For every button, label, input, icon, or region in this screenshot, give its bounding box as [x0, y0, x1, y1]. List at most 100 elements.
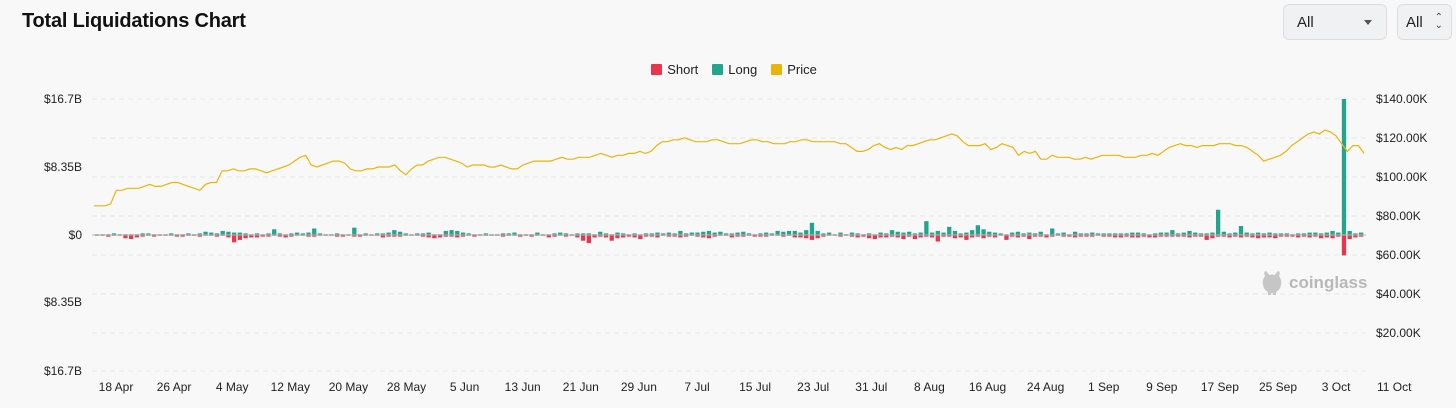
long-bar [947, 226, 952, 235]
short-bar [174, 235, 180, 237]
long-bar [918, 232, 923, 235]
long-bar [575, 233, 580, 235]
short-bar [380, 235, 386, 238]
short-bar [552, 235, 557, 237]
long-bar [1141, 233, 1146, 235]
long-bar [266, 233, 271, 235]
page-title: Total Liquidations Chart [22, 10, 246, 32]
long-bar [1256, 232, 1261, 235]
long-bar [889, 230, 895, 235]
legend-label-price: Price [787, 62, 817, 77]
short-bar [1015, 235, 1021, 238]
short-bar [232, 235, 237, 243]
long-bar [209, 232, 214, 235]
short-bar [277, 235, 283, 237]
right-axis-tick-label: $100.00K [1376, 170, 1427, 184]
short-bar [1347, 235, 1352, 240]
short-bar [981, 235, 986, 239]
long-bar [1250, 233, 1255, 235]
long-bar [701, 231, 706, 235]
short-bar [952, 235, 958, 239]
long-bar [884, 233, 889, 235]
short-bar [809, 235, 815, 240]
long-bar [1113, 233, 1118, 235]
short-bar [289, 235, 294, 237]
long-bar [1221, 231, 1226, 235]
coin-select[interactable]: All [1283, 4, 1387, 40]
short-bar [1118, 235, 1124, 238]
long-bar [1107, 233, 1112, 235]
long-bar [758, 233, 763, 235]
long-bar [1101, 233, 1106, 235]
short-bar [449, 235, 454, 237]
right-axis-tick-label: $60.00K [1376, 248, 1421, 262]
short-bar [443, 235, 448, 237]
right-axis-tick-label: $120.00K [1376, 131, 1427, 145]
long-bar [798, 232, 803, 235]
range-select[interactable]: All ⌃ ⌄ [1397, 4, 1452, 40]
long-bar [1341, 99, 1347, 235]
short-bar [312, 235, 317, 237]
short-bar [1336, 235, 1341, 237]
short-bar [672, 235, 677, 237]
short-bar [266, 235, 271, 237]
long-bar [683, 233, 689, 235]
long-bar [895, 231, 900, 235]
long-bar [334, 233, 340, 235]
x-axis-tick-label: 1 Sep [1088, 380, 1120, 394]
long-bar [220, 230, 225, 235]
x-axis-tick-label: 31 Jul [855, 380, 887, 394]
short-bar [1170, 235, 1175, 237]
long-bar [621, 233, 626, 235]
legend-item-short[interactable]: Short [651, 62, 698, 77]
long-bar [483, 233, 489, 235]
long-bar [901, 232, 906, 235]
short-bar [804, 235, 809, 239]
legend-item-price[interactable]: Price [771, 62, 817, 77]
short-bar [226, 235, 231, 238]
long-bar [1233, 232, 1238, 235]
long-bar [443, 230, 448, 235]
short-bar [781, 235, 786, 237]
short-bar [861, 235, 866, 237]
long-bar [1124, 233, 1129, 235]
long-bar [1181, 232, 1186, 235]
short-bar [546, 235, 551, 238]
long-bar [563, 233, 569, 235]
short-bar [575, 235, 580, 238]
long-bar [1324, 232, 1329, 235]
long-bar [363, 233, 368, 235]
short-bar [340, 235, 345, 237]
long-bar [1015, 231, 1021, 235]
long-bar [1021, 233, 1026, 235]
long-bar [741, 231, 746, 235]
short-bar [1010, 235, 1015, 237]
x-axis-tick-label: 11 Oct [1377, 380, 1412, 394]
x-axis-tick-label: 3 Oct [1322, 380, 1351, 394]
long-bar [792, 230, 797, 235]
short-bar [1273, 235, 1278, 239]
left-axis-tick-label: $16.7B [44, 364, 82, 378]
legend-item-long[interactable]: Long [712, 62, 757, 77]
long-bar [140, 233, 145, 235]
short-bar [1290, 235, 1295, 237]
long-bar [352, 227, 357, 235]
short-bar [872, 235, 878, 240]
short-bar [460, 235, 466, 237]
long-bar [1313, 232, 1318, 235]
x-axis-tick-label: 28 May [387, 380, 426, 394]
long-bar [1296, 233, 1301, 235]
long-bar [1210, 232, 1215, 235]
long-bar [964, 232, 969, 235]
x-axis-tick-label: 16 Aug [969, 380, 1006, 394]
short-bar [1318, 235, 1324, 239]
short-bar [1072, 235, 1078, 238]
long-bar [838, 232, 843, 235]
short-bar [386, 235, 391, 237]
short-bar [912, 235, 918, 240]
short-bar [1198, 235, 1204, 237]
short-bar [392, 235, 397, 237]
short-bar [1050, 235, 1055, 237]
long-bar [661, 233, 666, 235]
long-bar [1273, 233, 1278, 235]
